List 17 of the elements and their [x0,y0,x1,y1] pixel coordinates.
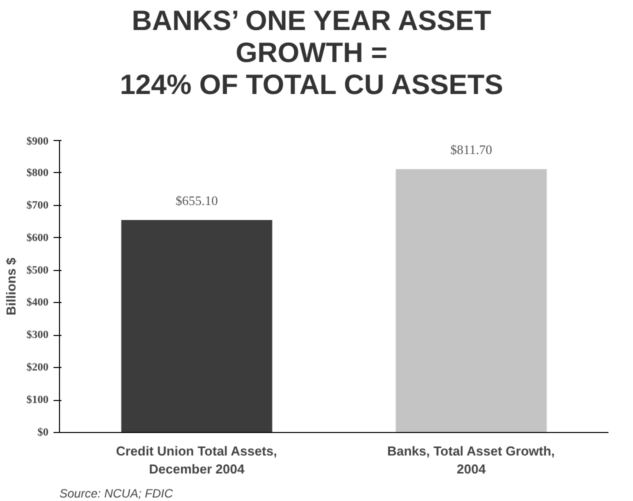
y-tick-label: $600 [26,232,49,244]
y-tick-label: $500 [26,264,49,276]
y-tick-label: $100 [26,394,49,406]
source-note: Source: NCUA; FDIC [60,486,174,500]
y-tick-label: $0 [38,426,49,438]
x-tick-label: Credit Union Total Assets, December 2004 [116,444,278,476]
y-tick-label: $300 [26,329,49,342]
y-tick-label: $400 [26,296,49,309]
y-axis-title: Billions $ [4,256,18,316]
y-tick-label: $700 [26,199,49,212]
y-tick-label: $900 [26,136,49,148]
data-label: $811.70 [450,142,492,158]
chart-title: BANKS’ ONE YEAR ASSET GROWTH = 124% OF TOTAL CU ASSETS [120,5,504,102]
x-tick-label: Banks, Total Asset Growth, 2004 [387,444,555,476]
y-tick-label: $800 [26,166,49,179]
y-tick-label: $200 [26,362,49,374]
data-label: $655.10 [176,192,218,208]
